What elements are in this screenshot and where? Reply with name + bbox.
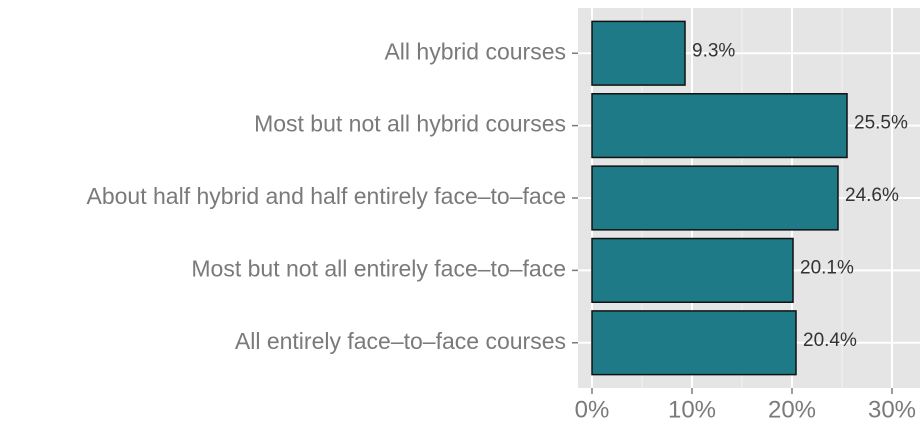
- value-label: 20.1%: [800, 257, 854, 278]
- y-tick-label: Most but not all entirely face–to–face: [191, 255, 566, 281]
- x-tick-label: 30%: [868, 396, 916, 422]
- x-tick-label: 0%: [575, 396, 610, 422]
- value-label: 25.5%: [854, 113, 908, 134]
- value-label: 24.6%: [845, 185, 899, 206]
- y-tick-label: Most but not all hybrid courses: [254, 111, 566, 137]
- bar: [591, 165, 839, 231]
- bar: [591, 93, 848, 159]
- marks: 9.3% 25.5% 24.6% 20.1% 20.4%: [591, 20, 908, 376]
- value-label: 9.3%: [692, 40, 735, 61]
- x-tick-label: 20%: [768, 396, 816, 422]
- x-tick-label: 10%: [668, 396, 716, 422]
- bar: [591, 310, 797, 376]
- value-label: 20.4%: [803, 330, 857, 351]
- bar: [591, 237, 794, 303]
- y-tick-label: About half hybrid and half entirely face…: [87, 183, 567, 209]
- y-tick-label: All entirely face–to–face courses: [235, 328, 566, 354]
- y-tick-label: All hybrid courses: [384, 38, 566, 64]
- bar: [591, 20, 686, 86]
